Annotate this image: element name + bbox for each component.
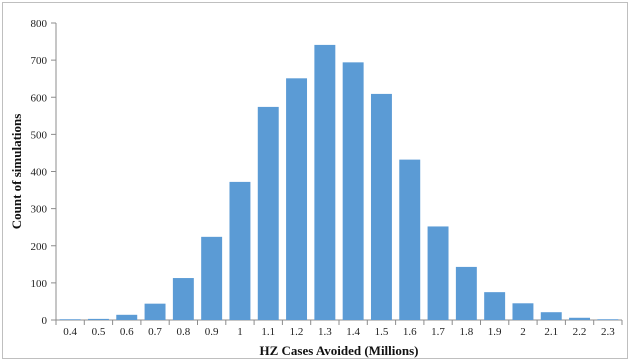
x-tick-label: 2 <box>520 326 526 338</box>
bar <box>427 226 449 320</box>
bar <box>314 44 336 321</box>
x-tick-label: 1.8 <box>459 326 473 338</box>
bar <box>455 266 477 320</box>
x-tick-label: 2.2 <box>573 326 587 338</box>
y-tick-label: 700 <box>31 55 48 67</box>
bar <box>172 278 194 320</box>
bar <box>229 181 251 320</box>
y-tick-label: 200 <box>31 241 48 253</box>
bars <box>59 44 619 321</box>
y-tick-label: 800 <box>31 18 48 30</box>
x-tick-label: 0.4 <box>63 326 77 338</box>
y-axis-ticks: 0 100 200 300 400 500 600 700 800 <box>31 18 56 327</box>
x-axis-ticks: 0.4 0.5 0.6 0.7 0.8 0.9 1 1.1 1.2 1.3 1.4 1.5 1.6 1.7… <box>55 320 623 338</box>
bar <box>87 318 109 320</box>
x-tick-label: 1.1 <box>261 326 275 338</box>
bar <box>116 314 138 320</box>
axes <box>55 23 622 321</box>
x-axis-title: HZ Cases Avoided (Millions) <box>259 343 418 358</box>
bar <box>399 159 421 320</box>
y-tick-label: 100 <box>31 278 48 290</box>
x-tick-label: 1.5 <box>375 326 389 338</box>
x-tick-label: 1.4 <box>346 326 360 338</box>
bar <box>144 303 166 320</box>
y-tick-label: 400 <box>31 167 48 179</box>
bar <box>257 106 279 320</box>
y-tick-label: 0 <box>42 315 48 327</box>
x-tick-label: 2.3 <box>601 326 615 338</box>
bar <box>370 93 392 320</box>
x-tick-label: 0.6 <box>120 326 134 338</box>
bar <box>286 78 308 320</box>
x-tick-label: 0.8 <box>176 326 190 338</box>
x-tick-label: 0.7 <box>148 326 162 338</box>
y-tick-label: 300 <box>31 204 48 216</box>
x-tick-label: 1 <box>237 326 243 338</box>
x-tick-label: 0.5 <box>92 326 106 338</box>
x-tick-label: 2.1 <box>544 326 558 338</box>
x-tick-label: 0.9 <box>205 326 219 338</box>
bar <box>484 292 506 320</box>
x-tick-label: 1.2 <box>290 326 304 338</box>
bar <box>201 236 223 320</box>
y-axis-title: Count of simulations <box>9 114 24 230</box>
bar <box>569 317 591 320</box>
y-tick-label: 500 <box>31 129 48 141</box>
y-tick-label: 600 <box>31 92 48 104</box>
x-tick-label: 1.6 <box>403 326 417 338</box>
bar <box>597 319 619 320</box>
bar <box>512 303 534 320</box>
bar <box>540 312 562 320</box>
x-tick-label: 1.3 <box>318 326 332 338</box>
bar <box>59 319 81 320</box>
x-tick-label: 1.9 <box>488 326 502 338</box>
bar <box>342 62 364 320</box>
x-tick-label: 1.7 <box>431 326 445 338</box>
